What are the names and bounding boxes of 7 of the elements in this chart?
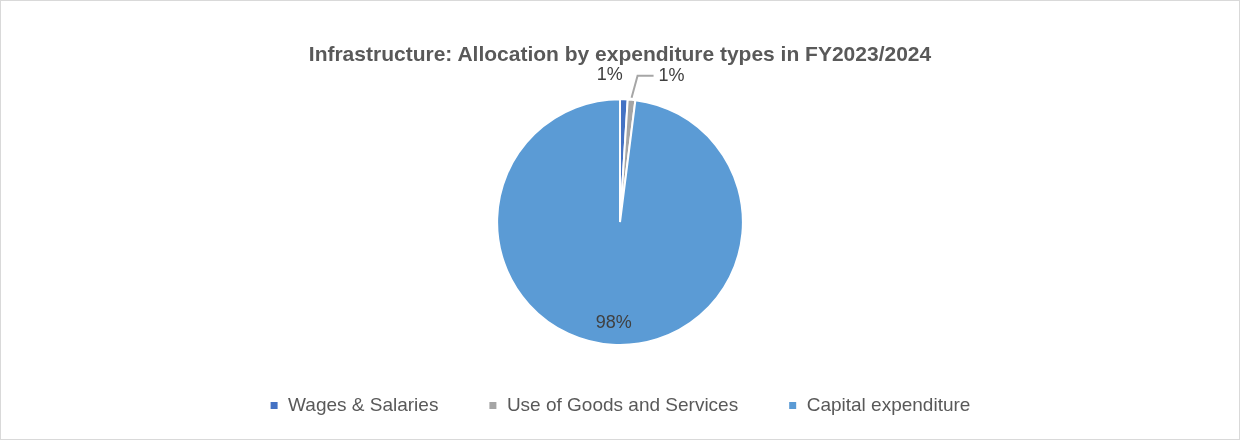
data-label: 1% (596, 64, 623, 85)
legend-label: Wages & Salaries (288, 393, 439, 415)
chart-title: Infrastructure: Allocation by expenditure types in FY2023/2024 (308, 42, 932, 66)
data-label: 98% (595, 311, 632, 332)
data-label: 1% (658, 64, 685, 85)
legend-label: Capital expenditure (806, 393, 971, 415)
legend-label: Use of Goods and Services (506, 393, 739, 415)
